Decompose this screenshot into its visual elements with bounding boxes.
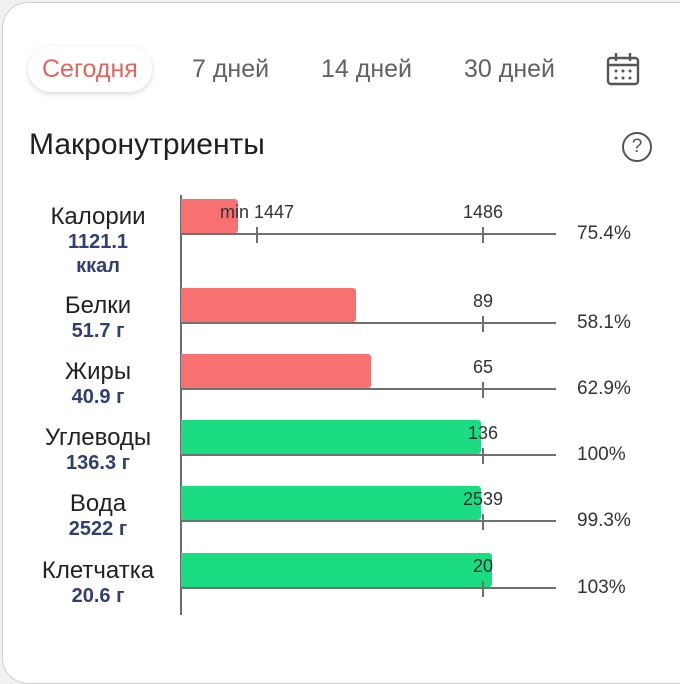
row-name: Жиры [64,358,132,385]
target-label: 1486 [462,202,504,222]
tab-7-days[interactable]: 7 дней [192,55,270,83]
row-value: 2522 г [68,518,128,540]
target-tick [482,227,484,243]
target-tick [482,581,484,597]
row-name: Углеводы [44,424,152,451]
tab-today[interactable]: Сегодня [28,46,152,92]
baseline [181,587,556,589]
percent-label: 100% [577,444,626,465]
target-tick [482,514,484,530]
target-tick [482,448,484,464]
percent-label: 58.1% [577,312,631,333]
tab-30-days[interactable]: 30 дней [464,55,556,83]
baseline [181,520,556,522]
tab-14-days[interactable]: 14 дней [321,55,413,83]
target-label: 136 [467,423,499,443]
percent-label: 75.4% [577,223,631,244]
bar-under [181,288,356,322]
baseline [181,454,556,456]
row-value: 136.3 г [66,452,130,474]
row-value: 51.7 г [71,320,125,342]
baseline [181,388,556,390]
chart-axis [180,195,182,615]
row-name: Клетчатка [41,557,155,584]
row-value: 20.6 г [71,585,125,607]
bar-ok [181,486,481,520]
percent-label: 99.3% [577,510,631,531]
target-tick [482,382,484,398]
row-name: Вода [69,490,127,517]
calendar-icon[interactable] [606,52,640,86]
target-label: min 1447 [219,202,295,222]
target-label: 20 [472,556,494,576]
row-value: 1121.1 [67,231,129,253]
target-label: 65 [472,357,494,377]
target-label: 2539 [462,489,504,509]
bar-under [181,354,371,388]
bar-under [181,199,238,233]
baseline [181,322,556,324]
target-tick [256,227,258,243]
row-unit: ккал [76,255,120,277]
percent-label: 103% [577,577,626,598]
target-label: 89 [472,291,494,311]
section-title: Макронутриенты [29,128,265,161]
row-name: Калории [50,203,146,230]
percent-label: 62.9% [577,378,631,399]
bar-ok [181,553,492,587]
target-tick [482,316,484,332]
row-name: Белки [64,292,132,319]
bar-ok [181,420,481,454]
row-value: 40.9 г [71,386,125,408]
baseline [181,233,556,235]
help-icon[interactable]: ? [622,132,652,162]
